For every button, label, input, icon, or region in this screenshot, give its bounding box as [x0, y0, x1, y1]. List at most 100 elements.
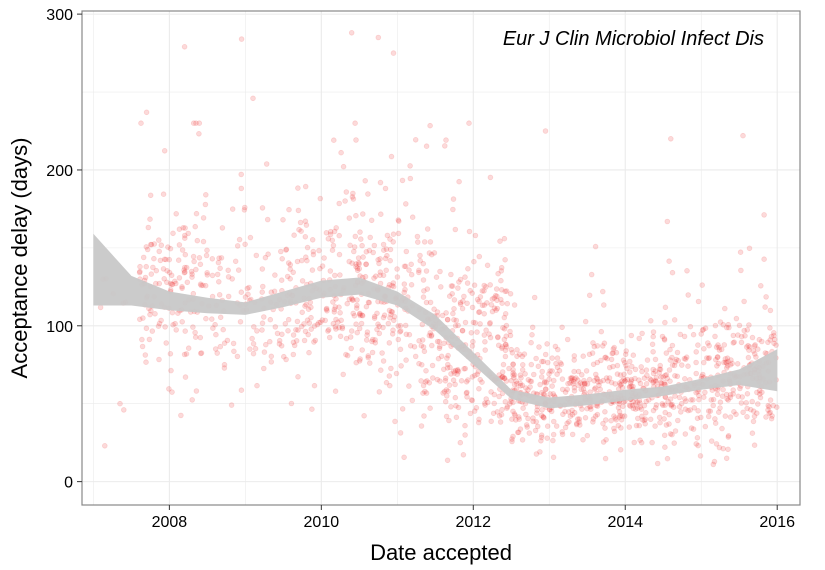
scatter-point [151, 241, 158, 247]
scatter-point [481, 400, 488, 407]
scatter-point [677, 331, 684, 338]
scatter-point [190, 324, 196, 330]
scatter-point [308, 326, 315, 333]
scatter-point [192, 334, 199, 341]
scatter-point [386, 307, 393, 314]
scatter-point [330, 242, 337, 249]
scatter-point [290, 269, 297, 276]
scatter-point [750, 408, 757, 415]
scatter-point [303, 222, 310, 228]
scatter-point [602, 408, 608, 415]
scatter-point [349, 296, 356, 303]
scatter-point [509, 416, 515, 423]
scatter-point [261, 349, 268, 355]
scatter-point [153, 267, 160, 274]
scatter-point [613, 416, 619, 423]
scatter-point [517, 380, 523, 387]
scatter-point [486, 331, 492, 337]
scatter-point [268, 359, 275, 365]
scatter-point [624, 365, 630, 372]
scatter-point [668, 401, 674, 408]
scatter-point [753, 354, 759, 360]
scatter-point [668, 402, 675, 409]
scatter-point [497, 238, 503, 245]
scatter-point [538, 437, 544, 444]
scatter-point [576, 419, 582, 425]
scatter-point [447, 364, 453, 371]
scatter-point [221, 365, 228, 371]
scatter-point [697, 453, 704, 459]
scatter-point [147, 216, 153, 223]
scatter-point [301, 337, 308, 344]
scatter-point [302, 234, 309, 240]
scatter-point [716, 347, 723, 353]
scatter-point [302, 254, 309, 261]
scatter-point [510, 433, 516, 440]
scatter-point [346, 296, 353, 303]
scatter-point [571, 376, 578, 382]
scatter-point [389, 331, 396, 337]
scatter-point [238, 36, 245, 42]
scatter-point [462, 422, 468, 429]
scatter-point [453, 414, 460, 421]
scatter-point [459, 305, 466, 312]
scatter-point [445, 352, 451, 359]
scatter-point [293, 337, 300, 344]
scatter-point [468, 397, 475, 403]
scatter-point [564, 386, 570, 393]
scatter-point [302, 328, 309, 335]
scatter-point [337, 272, 343, 278]
scatter-point [723, 360, 730, 366]
scatter-point [317, 195, 324, 202]
scatter-point [558, 361, 565, 368]
scatter-point [216, 291, 223, 298]
scatter-point [454, 367, 461, 374]
scatter-point [647, 416, 654, 423]
scatter-point [621, 376, 627, 382]
scatter-point [395, 323, 402, 329]
scatter-point [397, 328, 404, 334]
scatter-point [473, 404, 480, 411]
scatter-point [765, 407, 771, 413]
scatter-point [528, 378, 535, 385]
scatter-point [156, 237, 162, 243]
scatter-point [510, 370, 516, 376]
scatter-point [331, 306, 338, 313]
scatter-point [453, 317, 460, 324]
scatter-point [660, 374, 666, 380]
scatter-point [663, 350, 670, 356]
scatter-point [493, 307, 499, 314]
scatter-point [182, 374, 189, 380]
scatter-point [198, 282, 205, 289]
scatter-point [628, 363, 635, 370]
scatter-point [287, 275, 294, 282]
scatter-point [121, 407, 127, 413]
scatter-point [435, 355, 442, 362]
scatter-point [183, 264, 190, 271]
scatter-point [172, 278, 178, 285]
scatter-point [357, 229, 363, 235]
scatter-point [454, 371, 461, 378]
scatter-point [750, 418, 757, 425]
scatter-point [543, 379, 550, 386]
scatter-point [754, 389, 760, 396]
scatter-point [136, 269, 143, 276]
scatter-point [363, 303, 370, 310]
scatter-point [299, 309, 306, 316]
scatter-point [730, 391, 736, 397]
scatter-point [156, 248, 163, 255]
scatter-point [200, 215, 207, 221]
scatter-point [540, 358, 547, 365]
scatter-point [376, 260, 382, 267]
scatter-point [305, 331, 312, 338]
scatter-point [570, 378, 577, 385]
scatter-point [704, 340, 711, 346]
scatter-point [420, 294, 427, 300]
scatter-point [331, 309, 338, 315]
scatter-point [185, 345, 192, 352]
scatter-point [182, 232, 188, 239]
scatter-point [507, 290, 514, 297]
scatter-point [669, 401, 675, 408]
scatter-point [479, 379, 485, 386]
scatter-point [229, 276, 236, 282]
